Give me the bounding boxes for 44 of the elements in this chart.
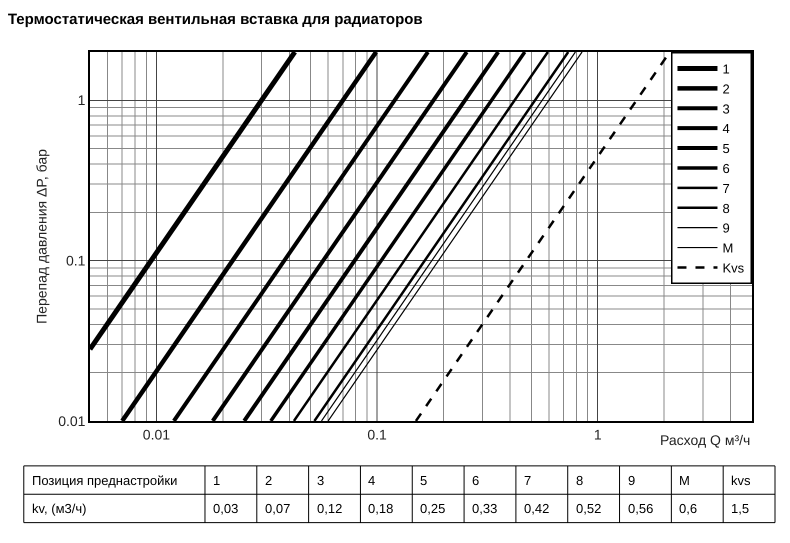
- text: 0,12: [317, 501, 342, 516]
- legend-label: Kvs: [722, 260, 745, 276]
- text: 8: [576, 473, 584, 488]
- text: 0,42: [524, 501, 550, 516]
- legend-label: 8: [722, 200, 730, 216]
- x-tick-label: 0.01: [142, 426, 170, 442]
- text: 0,6: [679, 501, 698, 516]
- x-tick-label: 1: [594, 426, 602, 442]
- legend-label: 1: [722, 62, 730, 77]
- legend-label: 7: [722, 180, 730, 196]
- text: M: [679, 473, 690, 488]
- legend-label: 9: [722, 220, 730, 236]
- text: 7: [524, 473, 532, 488]
- text: 0,07: [265, 501, 290, 516]
- chart-title: Термостатическая вентильная вставка для радиаторов: [8, 11, 423, 28]
- x-axis-title: Расход Q м³/ч: [660, 432, 750, 448]
- text: Позиция преднастройки: [32, 473, 178, 488]
- text: 0,33: [472, 501, 498, 516]
- text: 6: [472, 473, 480, 488]
- legend-label: 2: [722, 81, 730, 96]
- text: 2: [265, 473, 272, 488]
- text: kvs: [731, 473, 751, 488]
- text: 0,18: [368, 501, 394, 516]
- legend-label: M: [722, 240, 734, 256]
- text: 0,56: [628, 501, 654, 516]
- y-tick-label: 0.01: [58, 412, 86, 429]
- legend-label: 5: [722, 141, 730, 156]
- text: 9: [628, 473, 636, 488]
- x-tick-label: 0.1: [367, 426, 388, 442]
- legend-label: 4: [722, 121, 730, 136]
- text: 4: [368, 473, 376, 488]
- legend-label: 3: [722, 101, 730, 116]
- text: 0,25: [420, 501, 446, 516]
- y-tick-label: 1: [78, 92, 86, 108]
- text: 0,52: [576, 501, 602, 516]
- y-axis-title: Перепад давления ΔP, бар: [33, 148, 50, 324]
- text: 0,03: [213, 501, 238, 516]
- text: kv, (м3/ч): [32, 501, 86, 516]
- text: 1: [213, 473, 220, 488]
- text: 1,5: [731, 501, 750, 516]
- y-tick-label: 0.1: [66, 252, 86, 268]
- text: 5: [420, 473, 428, 488]
- legend-label: 6: [722, 161, 730, 176]
- text: 3: [317, 473, 324, 488]
